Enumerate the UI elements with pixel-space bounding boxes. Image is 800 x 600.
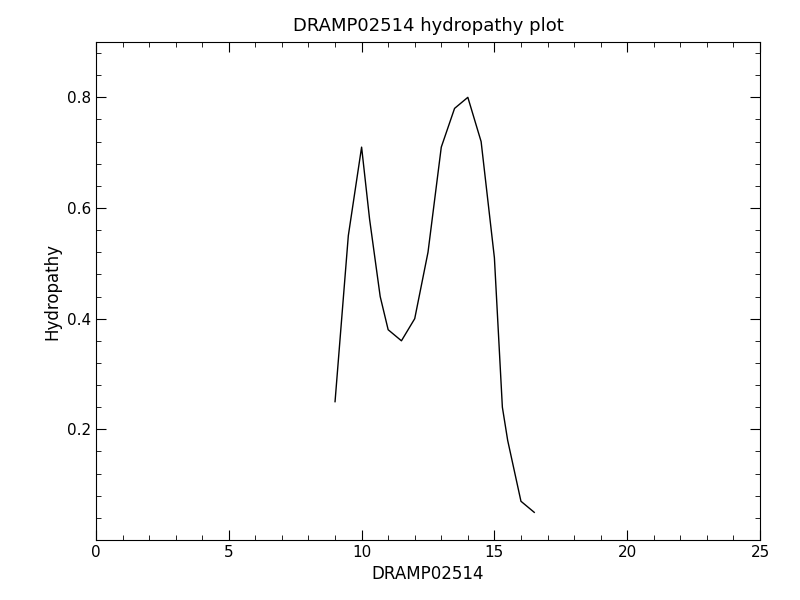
Y-axis label: Hydropathy: Hydropathy xyxy=(43,242,62,340)
X-axis label: DRAMP02514: DRAMP02514 xyxy=(372,565,484,583)
Title: DRAMP02514 hydropathy plot: DRAMP02514 hydropathy plot xyxy=(293,17,563,35)
